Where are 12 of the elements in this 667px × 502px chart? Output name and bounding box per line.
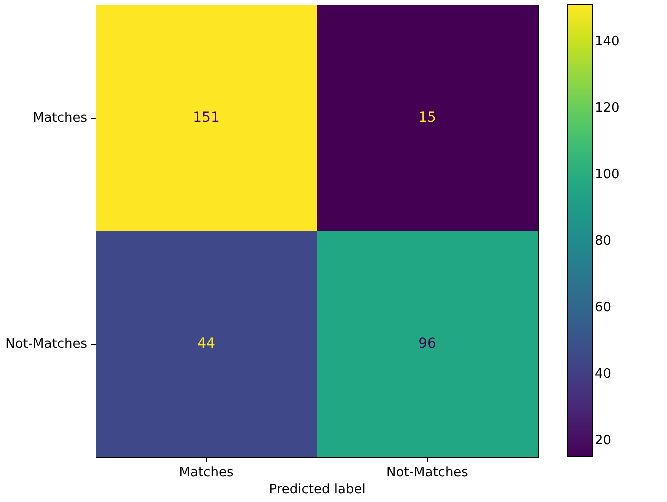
data-label: 151 [193, 110, 220, 126]
color-bar-label: 60 [595, 300, 612, 316]
data-label: 44 [198, 336, 216, 352]
color-bar-label: 80 [595, 234, 612, 249]
color-bar-label: 40 [595, 366, 612, 382]
color-bar-label: 20 [595, 433, 612, 448]
color-bar-label: 140 [595, 34, 620, 50]
data-label: 15 [418, 110, 436, 126]
data-label: 96 [418, 336, 436, 352]
color-bar-label: 100 [595, 168, 620, 182]
x-axis-title: Predicted label [269, 482, 366, 498]
color-bar-label: 120 [595, 101, 620, 116]
